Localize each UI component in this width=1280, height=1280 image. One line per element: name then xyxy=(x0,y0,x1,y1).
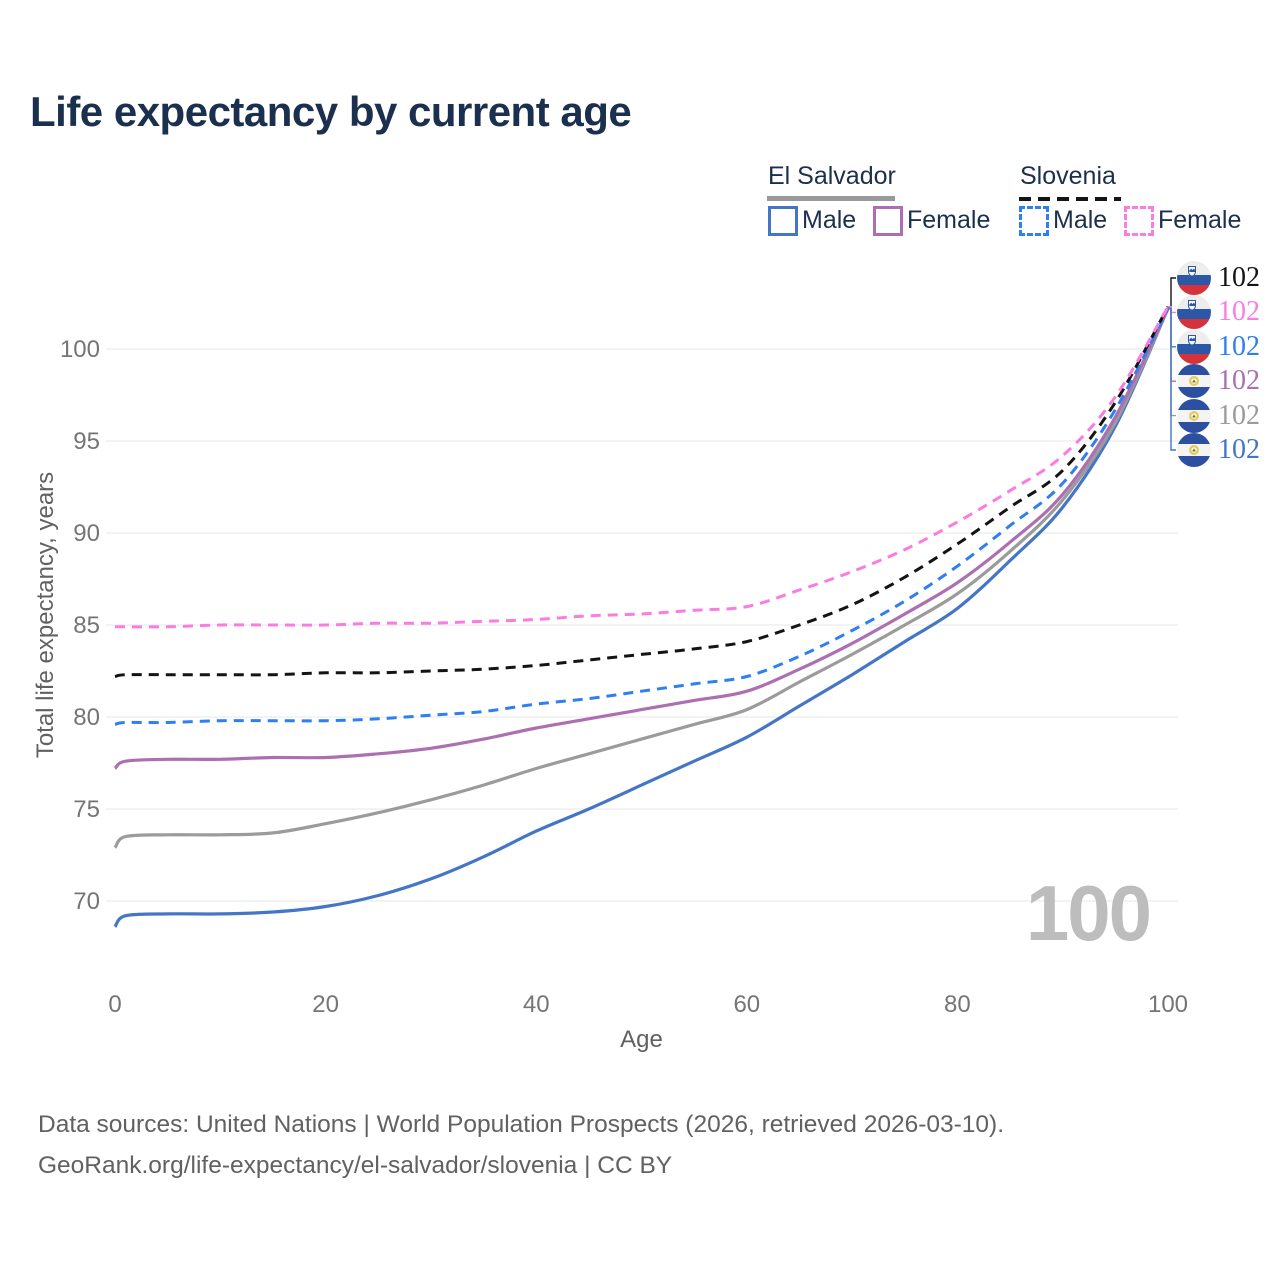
y-tick-label: 80 xyxy=(73,704,100,731)
leader-line xyxy=(1168,307,1176,417)
end-label-row: 102 xyxy=(1177,398,1260,433)
el-salvador-female-swatch xyxy=(873,206,903,236)
gridlines xyxy=(106,348,1178,902)
series-line-el-salvador-male xyxy=(113,307,1170,928)
series-line-el-salvador-total xyxy=(113,307,1170,849)
end-label-row: 102 xyxy=(1177,295,1260,330)
end-label-value: 102 xyxy=(1218,365,1260,397)
end-label-row: 102 xyxy=(1177,329,1260,364)
age-watermark: 100 xyxy=(1025,869,1152,957)
end-label-value: 102 xyxy=(1218,434,1260,465)
footer-attribution: GeoRank.org/life-expectancy/el-salvador/… xyxy=(38,1152,673,1179)
chart-title: Life expectancy by current age xyxy=(30,88,632,135)
x-tick-label: 60 xyxy=(733,991,760,1018)
y-tick-label: 85 xyxy=(73,612,100,639)
x-tick-label: 40 xyxy=(523,991,550,1018)
end-label-value: 102 xyxy=(1218,296,1260,328)
end-label-row: 102 xyxy=(1177,364,1260,399)
slovenia-flag-icon xyxy=(1177,261,1211,295)
legend-label-el-salvador-male: Male xyxy=(802,206,857,234)
series-line-el-salvador-female xyxy=(113,307,1170,770)
end-label-row: 102 xyxy=(1177,261,1260,295)
leader-line xyxy=(1168,277,1176,308)
legend-label-slovenia-female: Female xyxy=(1158,206,1242,234)
series-lines xyxy=(113,305,1170,928)
el-salvador-flag-icon xyxy=(1177,398,1211,433)
footer: Data sources: United Nations | World Pop… xyxy=(38,1104,1004,1186)
slovenia-flag-icon xyxy=(1177,295,1211,330)
x-axis-title: Age xyxy=(620,1026,663,1053)
end-label-row: 102 xyxy=(1177,433,1260,467)
leader-line xyxy=(1168,307,1176,382)
el-salvador-male-swatch xyxy=(768,206,798,236)
el-salvador-solid-line-sample xyxy=(767,196,895,201)
legend-label-slovenia-male: Male xyxy=(1053,206,1108,234)
x-tick-label: 80 xyxy=(944,991,971,1018)
y-tick-label: 70 xyxy=(73,888,100,915)
y-tick-label: 100 xyxy=(60,336,100,363)
series-line-slovenia-male xyxy=(114,307,1170,726)
end-label-value: 102 xyxy=(1218,399,1260,431)
x-tick-label: 100 xyxy=(1148,991,1188,1018)
series-line-slovenia-female xyxy=(115,305,1170,629)
x-axis-ticks: 0 20 40 60 80 100 xyxy=(108,991,1188,1018)
slovenia-dashed-line-sample xyxy=(1019,197,1121,201)
legend-label-el-salvador-female: Female xyxy=(907,206,991,234)
y-axis-ticks: 70 75 80 85 90 95 100 xyxy=(60,336,100,915)
leader-line xyxy=(1168,307,1176,348)
y-tick-label: 75 xyxy=(73,796,100,823)
end-label-value: 102 xyxy=(1218,262,1260,293)
el-salvador-flag-icon xyxy=(1177,364,1211,399)
footer-sources: Data sources: United Nations | World Pop… xyxy=(38,1111,1005,1138)
x-tick-label: 20 xyxy=(312,991,339,1018)
legend-group-slovenia: Slovenia xyxy=(1020,162,1116,190)
y-axis-title: Total life expectancy, years xyxy=(32,471,59,759)
slovenia-female-swatch xyxy=(1124,206,1154,236)
legend-group-el-salvador: El Salvador xyxy=(768,162,896,190)
y-tick-label: 90 xyxy=(73,520,100,547)
slovenia-flag-icon xyxy=(1177,329,1211,364)
y-tick-label: 95 xyxy=(73,428,100,455)
el-salvador-flag-icon xyxy=(1177,433,1211,467)
slovenia-male-swatch xyxy=(1019,206,1049,236)
end-label-leaders xyxy=(1168,277,1176,451)
x-tick-label: 0 xyxy=(108,991,121,1018)
leader-line xyxy=(1168,307,1176,451)
end-label-value: 102 xyxy=(1218,330,1260,362)
series-line-slovenia-total xyxy=(114,305,1170,678)
